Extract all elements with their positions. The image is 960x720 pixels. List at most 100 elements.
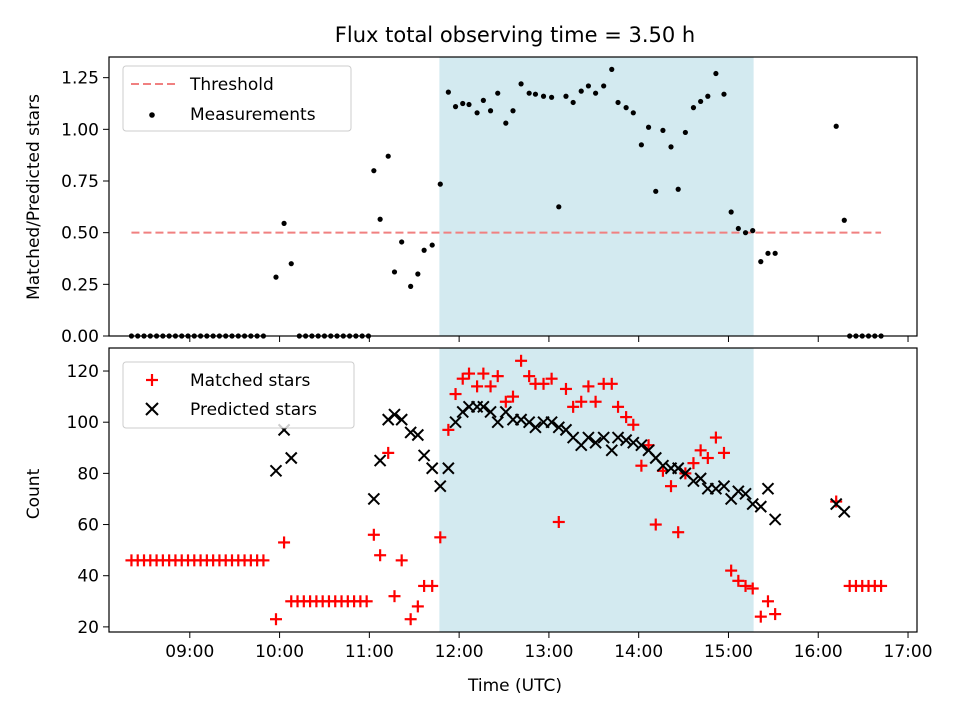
measurement-point bbox=[518, 81, 524, 87]
measurement-point bbox=[556, 204, 562, 210]
measurement-point bbox=[532, 91, 539, 97]
predicted-star-point bbox=[395, 413, 408, 426]
measurement-point bbox=[408, 283, 414, 289]
top-legend-measurements-label: Measurements bbox=[190, 105, 316, 125]
measurement-point bbox=[503, 120, 509, 126]
matched-star-point bbox=[589, 395, 602, 408]
predicted-star-point bbox=[545, 415, 558, 429]
y-tick-label: 20 bbox=[77, 618, 99, 638]
top-series-layer bbox=[128, 66, 884, 339]
matched-star-point bbox=[449, 388, 462, 401]
matched-star-point bbox=[754, 610, 767, 623]
predicted-star-point bbox=[627, 436, 640, 449]
matched-star-point bbox=[687, 457, 700, 470]
measurement-point bbox=[437, 181, 443, 187]
predicted-star-point bbox=[768, 513, 782, 526]
measurement-point bbox=[833, 123, 839, 129]
measurement-point bbox=[609, 66, 615, 72]
measurement-point bbox=[273, 274, 279, 280]
matched-star-point bbox=[507, 390, 519, 403]
bottom-y-axis-label: Count bbox=[24, 468, 44, 519]
matched-star-point bbox=[649, 518, 662, 531]
matched-star-point bbox=[456, 372, 469, 385]
predicted-star-point bbox=[619, 433, 633, 447]
top-observing-window bbox=[439, 57, 754, 336]
measurement-point bbox=[445, 89, 451, 95]
measurement-point bbox=[721, 91, 727, 97]
measurement-point bbox=[750, 228, 756, 234]
measurement-point bbox=[638, 142, 644, 148]
bottom-legend-predicted-swatch bbox=[145, 402, 159, 416]
measurement-point bbox=[601, 83, 607, 89]
matched-star-point bbox=[717, 446, 730, 459]
measurement-point bbox=[288, 261, 294, 267]
measurement-point bbox=[660, 127, 666, 133]
predicted-star-point bbox=[761, 482, 775, 495]
measurement-point bbox=[391, 269, 398, 275]
matched-star-point bbox=[278, 536, 291, 549]
top-x-ticks bbox=[189, 336, 909, 342]
bottom-legend-matched-label: Matched stars bbox=[190, 371, 310, 391]
bottom-axes-frame bbox=[108, 347, 918, 633]
measurement-point bbox=[563, 93, 569, 99]
bottom-legend-matched-swatch bbox=[146, 374, 158, 386]
matched-star-point bbox=[426, 579, 439, 592]
predicted-star-point bbox=[687, 474, 700, 488]
matched-star-point bbox=[374, 549, 387, 562]
x-tick-label: 16:00 bbox=[794, 642, 843, 662]
bottom-x-ticks: 09:00 10:00 11:00 12:00 13:00 14:00 15:00 16:00… bbox=[165, 632, 933, 662]
top-chart-title: Flux total observing time = 3.50 h bbox=[335, 23, 695, 47]
matched-star-point bbox=[537, 377, 550, 390]
matched-star-point bbox=[635, 459, 648, 472]
predicted-star-point bbox=[477, 400, 490, 414]
measurement-point bbox=[495, 90, 501, 96]
predicted-star-point bbox=[582, 431, 595, 444]
matched-star-point bbox=[575, 395, 588, 408]
matched-star-point bbox=[395, 554, 408, 567]
predicted-star-point bbox=[388, 408, 401, 421]
predicted-star-point bbox=[746, 497, 759, 511]
matched-star-point bbox=[463, 367, 476, 380]
predicted-star-point bbox=[417, 449, 431, 462]
bottom-observing-window bbox=[439, 348, 754, 632]
predicted-star-point bbox=[434, 479, 447, 493]
measurement-point bbox=[645, 124, 652, 130]
measurement-point bbox=[466, 101, 472, 108]
measurement-point bbox=[421, 247, 427, 253]
y-tick-label: 0.25 bbox=[61, 275, 99, 295]
predicted-star-point bbox=[635, 439, 648, 452]
measurement-point bbox=[549, 94, 555, 100]
predicted-star-point bbox=[611, 431, 625, 444]
bottom-legend: Matched stars Predicted stars bbox=[122, 361, 355, 429]
predicted-star-point bbox=[425, 462, 439, 475]
measurement-point bbox=[570, 99, 576, 106]
matched-star-point bbox=[367, 528, 380, 541]
measurement-point bbox=[452, 104, 459, 110]
measurement-point bbox=[668, 144, 674, 150]
y-tick-label: 120 bbox=[67, 362, 99, 382]
bottom-panel: 20 40 60 80 100 120 09:00 10:00 11:00 12:00 13:00… bbox=[24, 347, 933, 696]
measurement-point bbox=[480, 97, 486, 103]
measurement-point bbox=[713, 70, 719, 77]
predicted-star-point bbox=[656, 459, 670, 472]
x-tick-label: 09:00 bbox=[165, 642, 214, 662]
matched-star-point bbox=[388, 590, 401, 603]
measurement-point bbox=[615, 99, 621, 106]
matched-star-point bbox=[769, 608, 782, 621]
bottom-legend-predicted-label: Predicted stars bbox=[190, 400, 317, 420]
shaded-span bbox=[439, 57, 754, 336]
predicted-star-point bbox=[442, 462, 455, 475]
matched-star-point bbox=[701, 452, 714, 465]
measurement-point bbox=[371, 168, 377, 174]
shaded-span bbox=[439, 348, 754, 632]
matched-star-point bbox=[672, 526, 685, 539]
predicted-star-point bbox=[529, 421, 542, 434]
matched-star-point bbox=[605, 377, 618, 390]
predicted-star-point bbox=[597, 431, 610, 444]
measurement-point bbox=[385, 153, 391, 159]
y-tick-label: 40 bbox=[77, 567, 99, 587]
matched-star-point bbox=[382, 446, 395, 459]
predicted-star-point bbox=[373, 454, 387, 467]
measurement-point bbox=[742, 230, 749, 236]
x-tick-label: 17:00 bbox=[884, 642, 933, 662]
